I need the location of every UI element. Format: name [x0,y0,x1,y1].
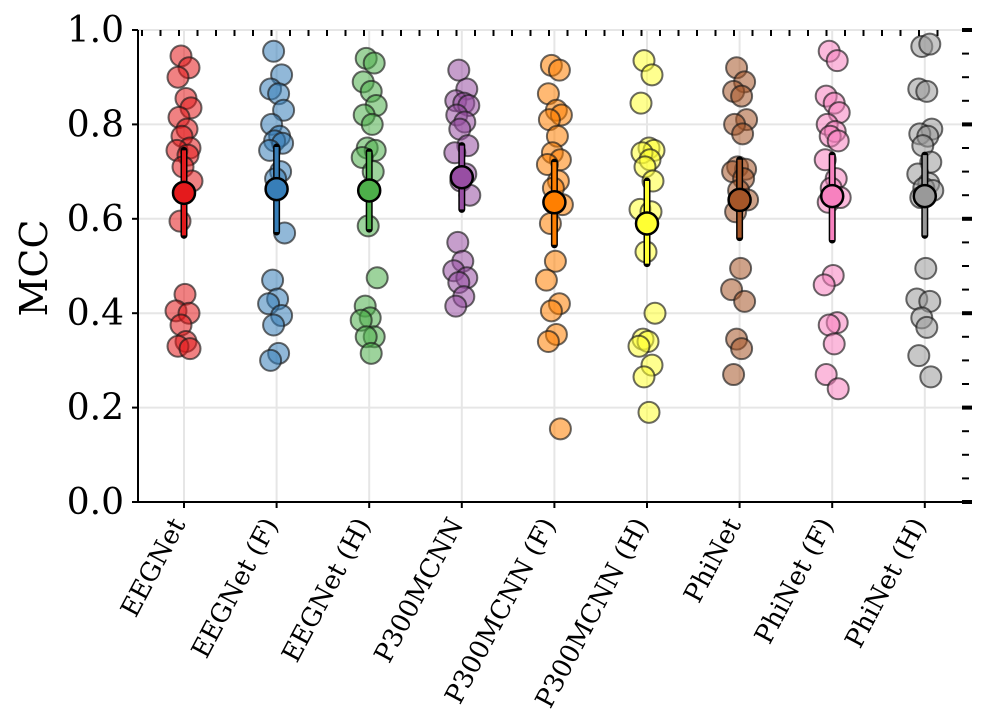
data-point [262,39,286,63]
y-tick-label: 1.0 [67,10,124,51]
y-tick-label: 0.6 [67,199,124,240]
data-point [640,63,664,87]
data-point [536,330,560,354]
data-point [907,344,931,368]
mean-marker [264,176,289,202]
data-point [822,332,846,356]
data-point [365,266,389,290]
y-tick-label: 0.2 [67,388,124,429]
mean-marker [356,178,382,203]
data-point [547,58,571,82]
x-category-label: EEGNet (H) [276,513,377,667]
data-point [914,256,938,280]
x-category-label: EEGNet (F) [186,513,285,663]
y-tick-label: 0.8 [67,104,124,145]
data-point [817,313,841,337]
x-category-label: PhiNet (F) [749,513,840,649]
mean-marker [912,183,938,209]
data-point [722,363,746,387]
data-point [918,32,942,56]
x-category-label: PhiNet [679,513,749,608]
points-layer [164,32,945,441]
data-point [534,268,558,292]
data-point [812,273,836,297]
data-point [362,51,386,75]
data-point [166,65,190,89]
data-point [178,337,202,361]
x-category-label: EEGNet [115,513,192,622]
mean-layer [171,142,938,268]
data-point [826,377,850,401]
data-point [446,230,470,254]
data-point [359,341,383,365]
y-tick-label: 0.4 [67,293,124,334]
data-point [731,122,755,146]
mean-marker [819,183,845,209]
data-point [548,417,572,441]
data-point [629,91,653,115]
data-point [259,348,283,372]
data-point [261,268,285,292]
mean-marker [542,190,567,215]
y-axis-title: MCC [12,219,56,316]
data-point [733,289,757,313]
mean-marker [449,165,475,190]
mean-marker [634,211,660,236]
x-category-label: P300MCNN [369,513,470,668]
data-point [643,301,667,325]
data-point [447,58,471,82]
y-tick-label: 0.0 [67,482,124,523]
data-point [919,365,943,389]
data-point [627,334,651,358]
data-point [915,79,939,103]
data-point [632,365,656,389]
mean-marker [727,187,752,213]
data-point [730,337,754,361]
data-point [539,299,563,323]
data-point [915,315,939,339]
data-point [444,294,468,318]
mean-marker [171,180,197,206]
data-point [262,313,286,337]
data-point [729,256,753,280]
x-category-label: PhiNet (H) [840,513,933,653]
data-point [826,129,850,153]
data-point [360,112,384,136]
data-point [825,49,849,73]
data-point [730,84,754,108]
data-point [543,249,567,273]
data-point [637,400,661,424]
